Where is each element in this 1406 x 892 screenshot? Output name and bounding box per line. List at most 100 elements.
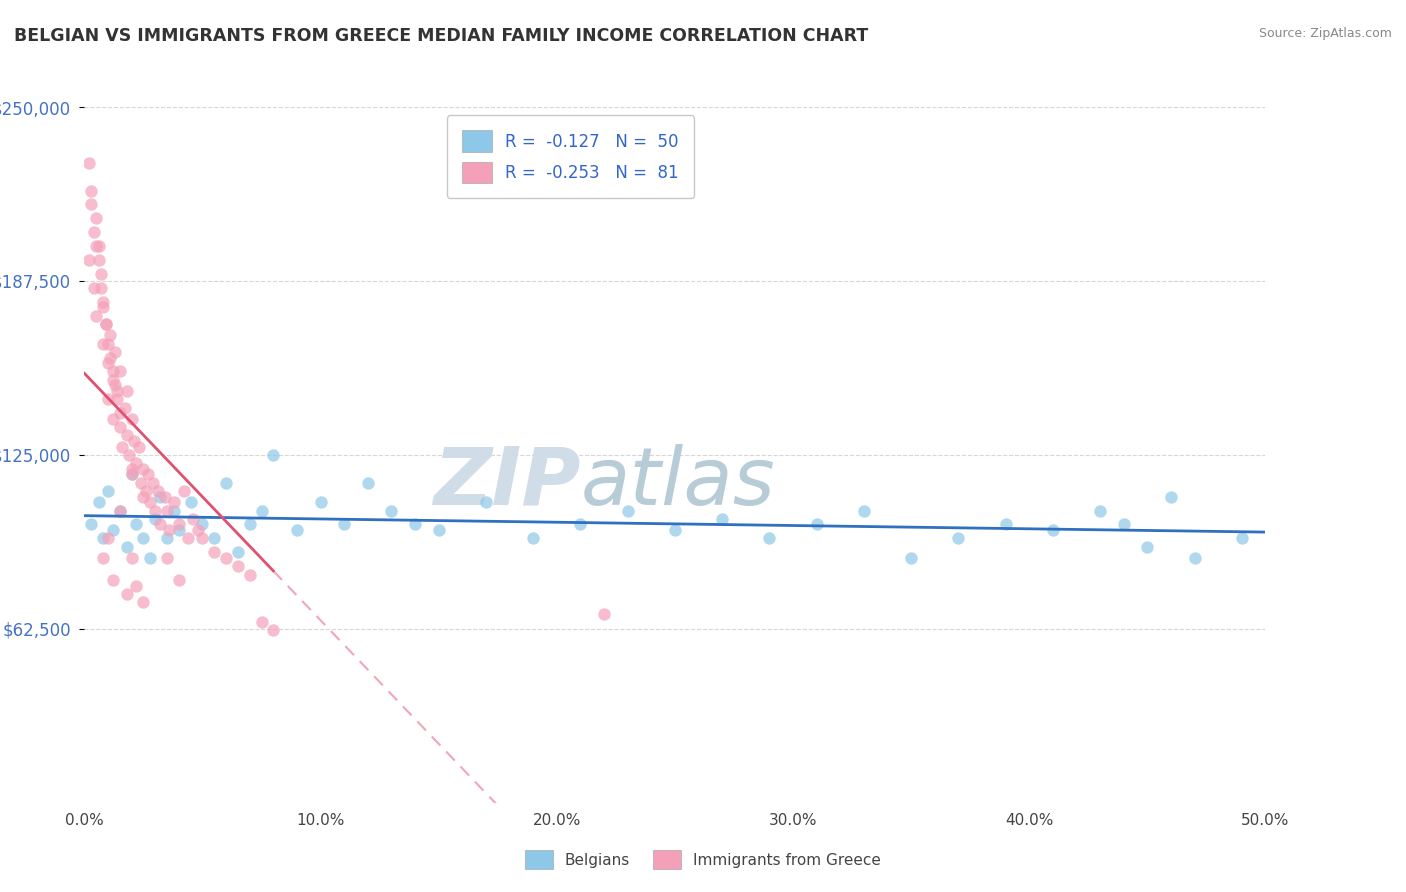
Point — [121, 467, 143, 482]
Point — [132, 462, 155, 476]
Point — [135, 484, 157, 499]
Point — [900, 550, 922, 565]
Point — [139, 495, 162, 509]
Point — [90, 267, 112, 281]
Point — [404, 517, 426, 532]
Point — [121, 411, 143, 425]
Point — [153, 490, 176, 504]
Point — [250, 503, 273, 517]
Point — [167, 517, 190, 532]
Point — [104, 345, 127, 359]
Point — [215, 475, 238, 490]
Point — [285, 523, 308, 537]
Point — [711, 512, 734, 526]
Point — [143, 503, 166, 517]
Point — [156, 532, 179, 546]
Legend: Belgians, Immigrants from Greece: Belgians, Immigrants from Greece — [519, 844, 887, 875]
Point — [852, 503, 875, 517]
Point — [84, 211, 107, 226]
Point — [191, 532, 214, 546]
Point — [226, 545, 249, 559]
Point — [97, 484, 120, 499]
Point — [97, 392, 120, 407]
Point — [994, 517, 1017, 532]
Point — [156, 550, 179, 565]
Point — [156, 503, 179, 517]
Point — [83, 225, 105, 239]
Point — [101, 523, 124, 537]
Point — [139, 550, 162, 565]
Point — [108, 406, 131, 420]
Point — [163, 503, 186, 517]
Point — [129, 475, 152, 490]
Point — [157, 523, 180, 537]
Point — [191, 517, 214, 532]
Point — [101, 364, 124, 378]
Point — [226, 559, 249, 574]
Point — [84, 239, 107, 253]
Point — [1042, 523, 1064, 537]
Text: Source: ZipAtlas.com: Source: ZipAtlas.com — [1258, 27, 1392, 40]
Point — [380, 503, 402, 517]
Point — [84, 309, 107, 323]
Point — [149, 490, 172, 504]
Point — [87, 239, 110, 253]
Point — [427, 523, 450, 537]
Point — [121, 467, 143, 482]
Point — [569, 517, 592, 532]
Point — [173, 484, 195, 499]
Point — [593, 607, 616, 621]
Point — [107, 392, 129, 407]
Point — [125, 517, 148, 532]
Point — [142, 475, 165, 490]
Point — [177, 532, 200, 546]
Point — [357, 475, 380, 490]
Point — [163, 495, 186, 509]
Point — [108, 503, 131, 517]
Point — [239, 567, 262, 582]
Point — [167, 573, 190, 587]
Point — [111, 440, 134, 454]
Point — [1112, 517, 1135, 532]
Point — [333, 517, 356, 532]
Point — [118, 448, 141, 462]
Point — [94, 317, 117, 331]
Point — [121, 462, 143, 476]
Point — [101, 411, 124, 425]
Point — [149, 517, 172, 532]
Point — [239, 517, 262, 532]
Point — [125, 579, 148, 593]
Point — [250, 615, 273, 629]
Point — [108, 503, 131, 517]
Point — [80, 184, 103, 198]
Point — [94, 317, 117, 331]
Point — [98, 351, 121, 365]
Point — [132, 532, 155, 546]
Point — [475, 495, 498, 509]
Point — [87, 253, 110, 268]
Point — [167, 523, 190, 537]
Text: BELGIAN VS IMMIGRANTS FROM GREECE MEDIAN FAMILY INCOME CORRELATION CHART: BELGIAN VS IMMIGRANTS FROM GREECE MEDIAN… — [14, 27, 869, 45]
Point — [91, 294, 114, 309]
Point — [107, 384, 129, 398]
Legend: R =  -0.127   N =  50, R =  -0.253   N =  81: R = -0.127 N = 50, R = -0.253 N = 81 — [447, 115, 695, 198]
Point — [132, 595, 155, 609]
Point — [128, 440, 150, 454]
Point — [202, 532, 225, 546]
Text: ZIP: ZIP — [433, 443, 581, 522]
Point — [616, 503, 638, 517]
Point — [91, 336, 114, 351]
Point — [77, 253, 100, 268]
Point — [97, 336, 120, 351]
Point — [121, 550, 143, 565]
Point — [1088, 503, 1111, 517]
Point — [80, 517, 103, 532]
Point — [108, 364, 131, 378]
Point — [91, 301, 114, 315]
Point — [215, 550, 238, 565]
Point — [115, 540, 138, 554]
Point — [77, 155, 100, 169]
Point — [91, 532, 114, 546]
Point — [143, 512, 166, 526]
Point — [664, 523, 686, 537]
